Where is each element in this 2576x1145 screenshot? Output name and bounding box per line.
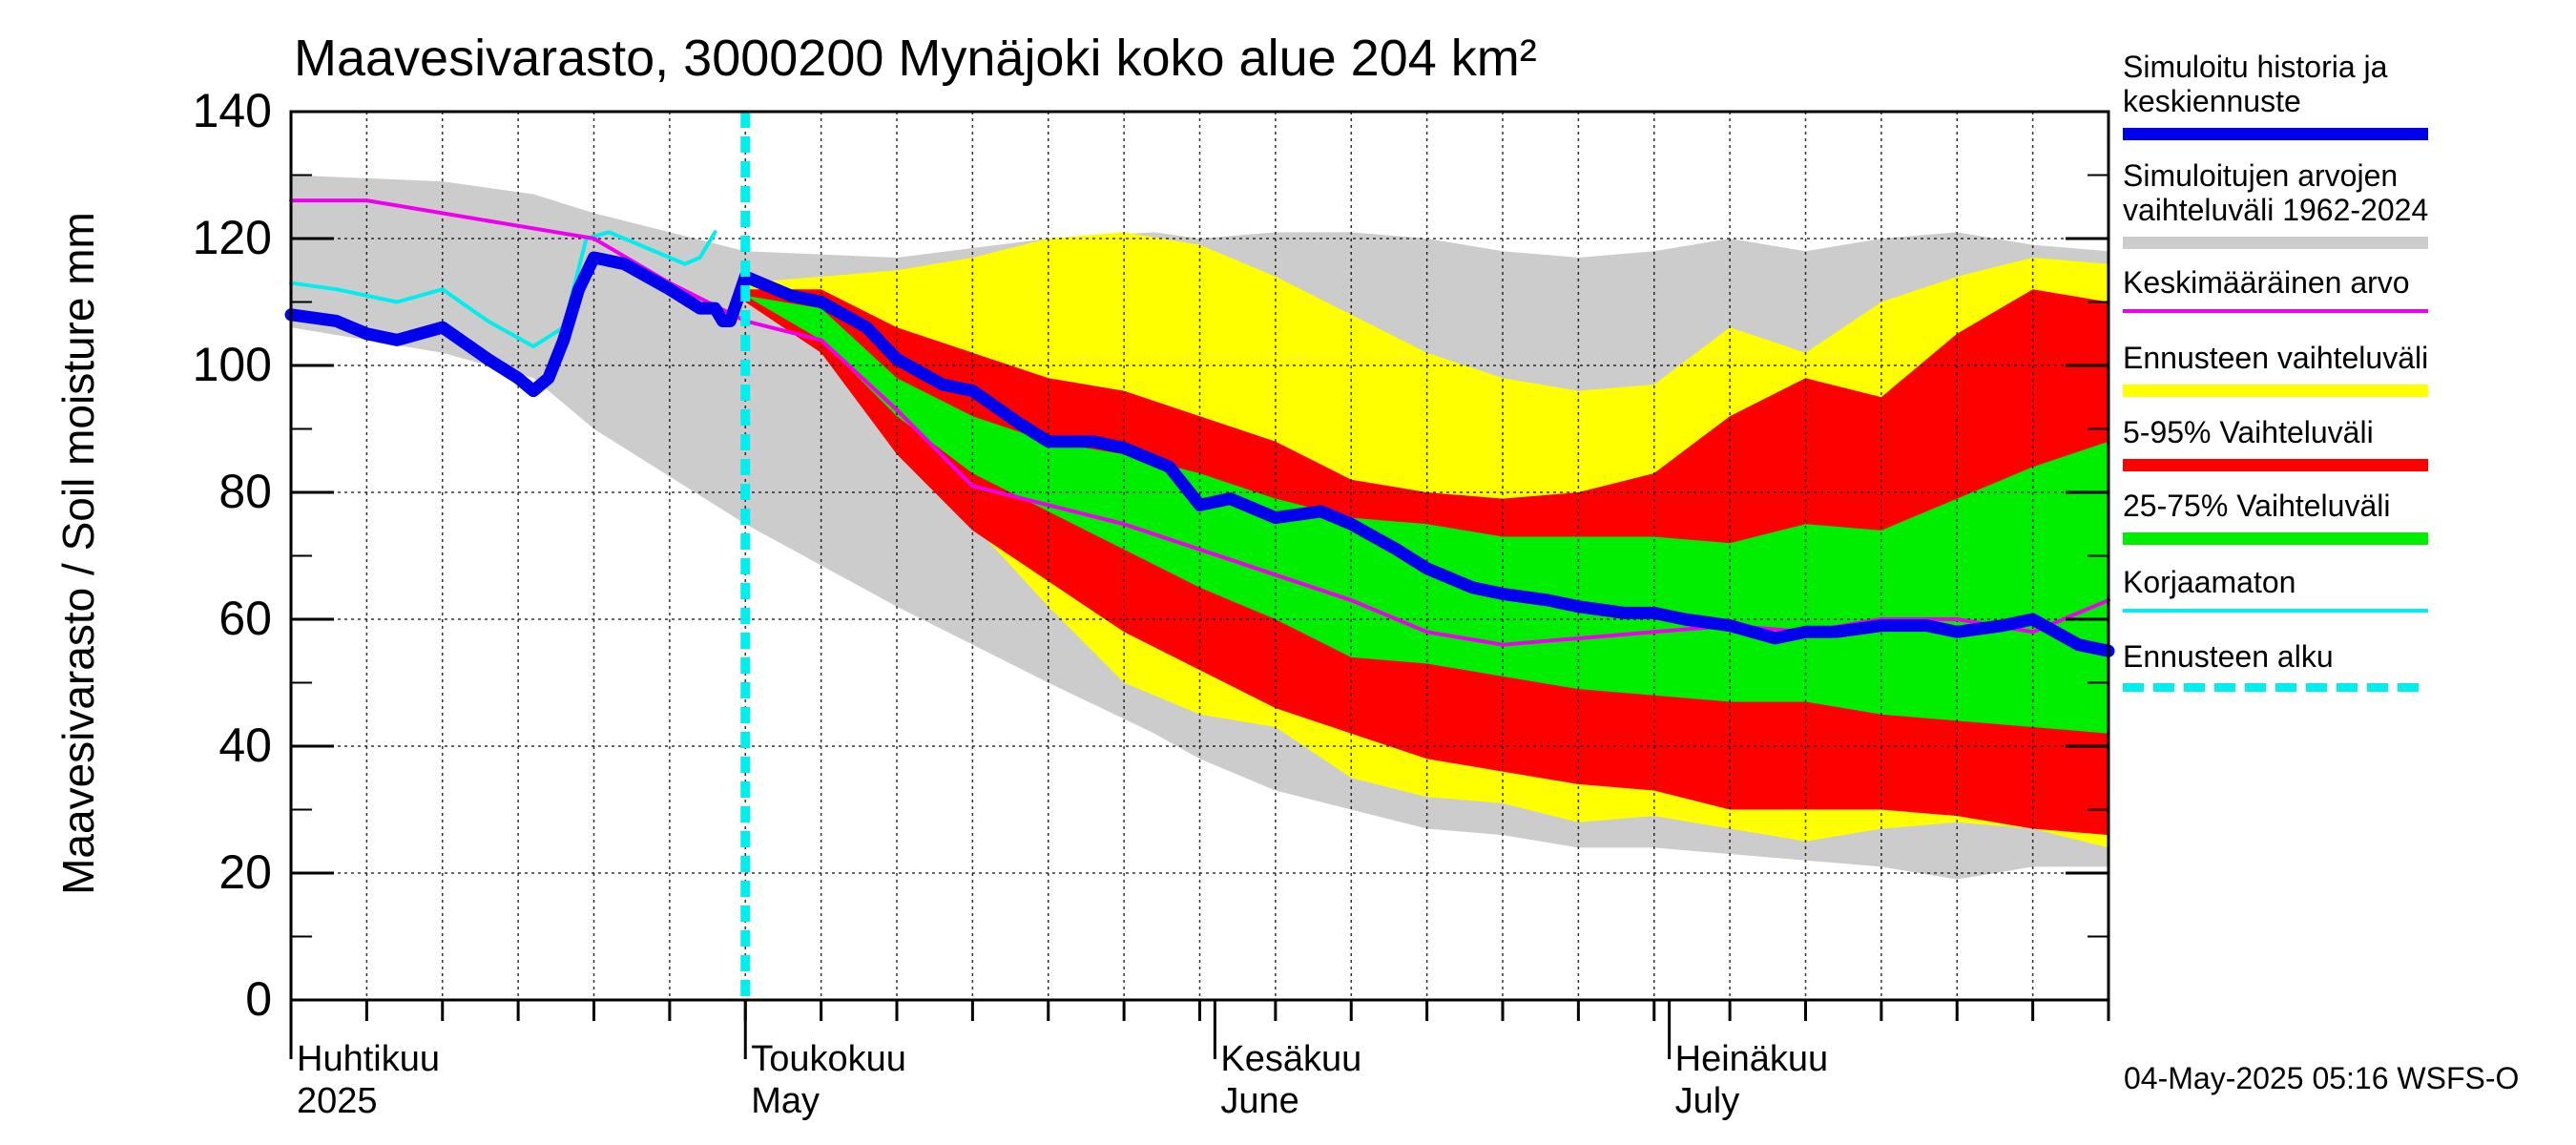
legend-label: 25-75% Vaihteluväli bbox=[2123, 489, 2391, 523]
x-month-label-fi: Heinäkuu bbox=[1674, 1039, 1829, 1079]
legend-item: Ennusteen vaihteluväli bbox=[2123, 341, 2438, 397]
y-tick-label: 0 bbox=[245, 972, 272, 1026]
y-tick-label: 120 bbox=[192, 211, 272, 264]
y-tick-label: 140 bbox=[192, 84, 272, 137]
legend-item: 5-95% Vaihteluväli bbox=[2123, 415, 2438, 471]
legend-item: Ennusteen alku bbox=[2123, 639, 2438, 692]
y-axis-label: Maavesivarasto / Soil moisture mm bbox=[53, 212, 103, 895]
x-month-label-fi: Kesäkuu bbox=[1220, 1039, 1362, 1079]
legend-label: Simuloitujen arvojen vaihteluväli 1962-2… bbox=[2123, 158, 2429, 227]
y-tick-label: 100 bbox=[192, 338, 272, 391]
legend-label: 5-95% Vaihteluväli bbox=[2123, 415, 2374, 449]
legend-label: Ennusteen vaihteluväli bbox=[2123, 341, 2429, 375]
x-month-label-fi: Toukokuu bbox=[751, 1039, 906, 1079]
x-month-label-en: May bbox=[751, 1081, 821, 1121]
p25-75-band bbox=[745, 295, 2109, 734]
legend-swatch bbox=[2123, 128, 2428, 140]
legend-item: Keskimääräinen arvo bbox=[2123, 265, 2438, 313]
x-month-label: Heinäkuu July bbox=[1675, 1038, 1829, 1122]
legend-swatch bbox=[2123, 385, 2428, 397]
legend-swatch bbox=[2123, 532, 2428, 545]
legend-label: Ennusteen alku bbox=[2123, 639, 2334, 674]
y-tick-label: 20 bbox=[218, 845, 272, 899]
chart-title: Maavesivarasto, 3000200 Mynäjoki koko al… bbox=[294, 30, 1537, 87]
y-tick-label: 60 bbox=[218, 592, 272, 645]
legend-label: Simuloitu historia ja keskiennuste bbox=[2123, 50, 2388, 118]
legend-swatch bbox=[2123, 609, 2428, 613]
y-tick-label: 80 bbox=[218, 465, 272, 518]
x-month-label: Kesäkuu June bbox=[1220, 1038, 1361, 1122]
legend-item: Simuloitu historia ja keskiennuste bbox=[2123, 50, 2438, 140]
timestamp-label: 04-May-2025 05:16 WSFS-O bbox=[2124, 1061, 2520, 1095]
x-month-label: Huhtikuu 2025 bbox=[297, 1038, 440, 1122]
x-month-label-en: June bbox=[1220, 1081, 1299, 1121]
x-month-label-en: 2025 bbox=[297, 1081, 378, 1121]
legend-label: Keskimääräinen arvo bbox=[2123, 265, 2410, 300]
main-forecast-line bbox=[284, 251, 2115, 657]
legend-item: 25-75% Vaihteluväli bbox=[2123, 489, 2438, 545]
x-month-label: Toukokuu May bbox=[751, 1038, 906, 1122]
x-month-label-en: July bbox=[1674, 1081, 1740, 1121]
x-month-label-fi: Huhtikuu bbox=[297, 1039, 440, 1079]
legend-label: Korjaamaton bbox=[2123, 565, 2296, 599]
legend-swatch bbox=[2123, 683, 2428, 692]
legend-swatch bbox=[2123, 237, 2428, 249]
legend-item: Simuloitujen arvojen vaihteluväli 1962-2… bbox=[2123, 158, 2438, 249]
legend-swatch bbox=[2123, 309, 2428, 313]
y-tick-label: 40 bbox=[218, 718, 272, 772]
legend-item: Korjaamaton bbox=[2123, 565, 2438, 613]
legend-swatch bbox=[2123, 459, 2428, 471]
